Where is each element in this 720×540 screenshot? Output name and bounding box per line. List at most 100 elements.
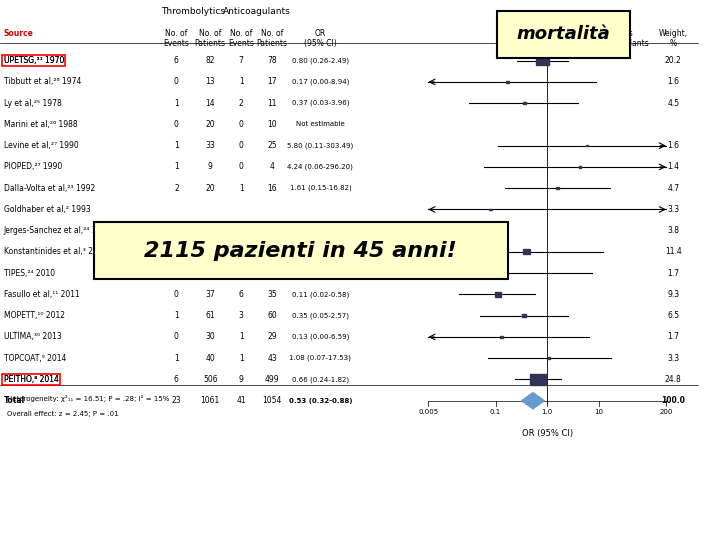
Text: 43: 43 [267,354,277,363]
Text: 14: 14 [205,99,215,107]
Text: 9: 9 [208,163,212,171]
Text: Marini et al,²⁶ 1988: Marini et al,²⁶ 1988 [4,120,77,129]
Text: 4.5: 4.5 [667,99,679,107]
Text: 2115 pazienti in 45 anni!: 2115 pazienti in 45 anni! [144,241,457,261]
Text: 1061: 1061 [201,396,220,405]
Text: OR (95% CI): OR (95% CI) [521,429,573,437]
Text: Favors
Thrombolytics: Favors Thrombolytics [531,29,585,48]
Text: 1: 1 [239,354,243,363]
Text: 6: 6 [174,375,179,384]
Text: 0: 0 [174,120,179,129]
Text: 28: 28 [205,269,215,278]
Bar [530,374,546,385]
Text: 37: 37 [205,290,215,299]
Text: 0.37 (0.03-3.96): 0.37 (0.03-3.96) [292,100,349,106]
Bar [557,187,559,189]
Text: 30: 30 [267,269,277,278]
Bar [506,81,508,83]
Text: 1.61 (0.15-16.82): 1.61 (0.15-16.82) [289,185,351,192]
Text: 1.6: 1.6 [667,77,679,86]
Text: 2: 2 [174,184,179,193]
Text: 1: 1 [174,163,179,171]
Text: 2: 2 [239,99,243,107]
Bar [490,209,492,210]
Text: No. of
Patients: No. of Patients [256,29,288,48]
Text: 1: 1 [174,311,179,320]
Text: 61: 61 [205,311,215,320]
Bar [536,56,549,65]
Text: Tibbutt et al,²⁶ 1974: Tibbutt et al,²⁶ 1974 [4,77,81,86]
Text: Thrombolytics: Thrombolytics [161,6,225,16]
Text: Total: Total [4,396,25,405]
Text: 0.17 (0.00-8.94): 0.17 (0.00-8.94) [292,79,349,85]
Text: mortalità: mortalità [516,25,611,43]
Text: 1054: 1054 [263,396,282,405]
Text: 0.53 (0.32-0.88): 0.53 (0.32-0.88) [289,398,352,404]
Text: 0.13 (0.00-6.59): 0.13 (0.00-6.59) [292,334,349,340]
Text: 1: 1 [239,333,243,341]
Text: 3: 3 [239,311,243,320]
Text: Overall effect: z = 2.45; P = .01: Overall effect: z = 2.45; P = .01 [7,411,119,417]
Text: 1.7: 1.7 [667,269,679,278]
Text: 1.4: 1.4 [667,163,679,171]
Text: 10: 10 [594,409,603,415]
Text: 1: 1 [239,184,243,193]
Text: Konstantinides et al,³ 2002: Konstantinides et al,³ 2002 [4,247,107,256]
Text: 17: 17 [267,77,277,86]
Text: 6: 6 [174,56,179,65]
Text: 7: 7 [239,56,243,65]
Text: 20: 20 [205,184,215,193]
Text: 9.3: 9.3 [667,290,679,299]
Text: 0.005: 0.005 [418,409,438,415]
Polygon shape [521,393,544,409]
Text: 40: 40 [205,354,215,363]
Bar [585,145,588,146]
FancyBboxPatch shape [497,11,630,58]
Text: Heterogeneity: χ²₁₁ = 16.51; P = .28; I² = 15%: Heterogeneity: χ²₁₁ = 16.51; P = .28; I²… [7,395,170,402]
Bar [578,166,580,167]
Text: 13: 13 [205,77,215,86]
Text: 16: 16 [267,184,277,193]
Bar [502,273,504,274]
Text: Ly et al,²⁵ 1978: Ly et al,²⁵ 1978 [4,99,61,107]
Text: 23: 23 [171,396,181,405]
Text: 0.14 (0.00-7.31): 0.14 (0.00-7.31) [292,270,349,276]
Text: No. of
Events: No. of Events [163,29,189,48]
Text: 6.5: 6.5 [667,311,679,320]
Text: 4: 4 [270,163,274,171]
Text: 1.7: 1.7 [667,333,679,341]
Text: 4.24 (0.06-296.20): 4.24 (0.06-296.20) [287,164,354,170]
Text: Fasullo et al,¹¹ 2011: Fasullo et al,¹¹ 2011 [4,290,79,299]
Text: 29: 29 [267,333,277,341]
Text: 5.80 (0.11-303.49): 5.80 (0.11-303.49) [287,143,354,149]
FancyBboxPatch shape [94,222,508,279]
Text: UPETSG,³¹ 1970: UPETSG,³¹ 1970 [4,56,64,65]
Text: 3.8: 3.8 [667,226,679,235]
Bar [500,336,503,338]
Text: 0: 0 [174,77,179,86]
Text: PEITHO,⁸ 2014: PEITHO,⁸ 2014 [4,375,58,384]
Text: 499: 499 [265,375,279,384]
Text: 11: 11 [267,99,277,107]
Text: 1.08 (0.07-17.53): 1.08 (0.07-17.53) [289,355,351,361]
Text: 60: 60 [267,311,277,320]
Text: 9: 9 [239,375,243,384]
Text: 0: 0 [174,269,179,278]
Text: 0: 0 [239,120,243,129]
Text: Weight,
%: Weight, % [659,29,688,48]
Text: PEITHO,⁸ 2014: PEITHO,⁸ 2014 [4,375,58,384]
Bar [495,293,500,296]
Text: Levine et al,²⁷ 1990: Levine et al,²⁷ 1990 [4,141,78,150]
Text: 82: 82 [205,56,215,65]
Text: UPETSG,³¹ 1970: UPETSG,³¹ 1970 [4,56,64,65]
Text: 33: 33 [205,141,215,150]
Text: Dalla-Volta et al,²³ 1992: Dalla-Volta et al,²³ 1992 [4,184,95,193]
Text: No. of
Patients: No. of Patients [194,29,226,48]
Text: No. of
Events: No. of Events [228,29,254,48]
Text: 4.7: 4.7 [667,184,679,193]
Text: Chatterjee S. et al. JAMA 2014; 311: Chatterjee S. et al. JAMA 2014; 311 [133,480,587,503]
Text: 41: 41 [236,396,246,405]
Text: 100.0: 100.0 [661,396,685,405]
Text: ULTIMA,³⁰ 2013: ULTIMA,³⁰ 2013 [4,333,61,341]
Text: TOPCOAT,⁹ 2014: TOPCOAT,⁹ 2014 [4,354,66,363]
